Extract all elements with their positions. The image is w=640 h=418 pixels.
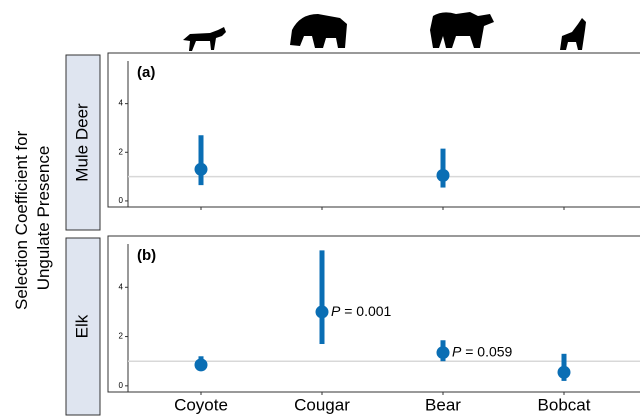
x-tick-label: Bear — [425, 395, 461, 414]
point — [557, 365, 571, 379]
y-tick-label: 0 — [119, 381, 124, 390]
y-tick-label: 4 — [119, 282, 124, 291]
y-tick-label: 2 — [119, 147, 124, 156]
annotation-symbol: P — [452, 343, 462, 359]
point — [436, 168, 450, 182]
y-tick-label: 4 — [119, 99, 124, 108]
y-tick-label: 0 — [119, 196, 124, 205]
x-tick-label: Bobcat — [538, 395, 591, 414]
strip-box — [65, 54, 101, 231]
strip-label: Mule Deer — [72, 103, 91, 182]
panel-label: (a) — [137, 64, 155, 81]
strip-label: Elk — [72, 314, 91, 338]
annotation: P = 0.059 — [452, 343, 513, 359]
annotation: P = 0.001 — [331, 303, 392, 319]
y-tick-label: 2 — [119, 332, 124, 341]
strip-box — [65, 237, 101, 416]
y-axis-label: Selection Coefficient for Ungulate Prese… — [12, 126, 53, 310]
x-tick-label: Coyote — [174, 395, 228, 414]
annotation-text: = 0.001 — [344, 303, 391, 319]
annotation-symbol: P — [331, 303, 341, 319]
point — [315, 305, 329, 319]
annotation-text: = 0.059 — [465, 343, 512, 359]
point — [436, 346, 450, 360]
x-tick-label: Cougar — [294, 395, 350, 414]
y-axis-label-line: Selection Coefficient for — [12, 130, 31, 310]
panel-label: (b) — [137, 247, 156, 264]
point — [194, 162, 208, 176]
point — [194, 358, 208, 372]
panel-frame — [107, 52, 640, 208]
animal-icons — [183, 12, 586, 51]
y-axis-label-line: Ungulate Presence — [34, 146, 53, 291]
